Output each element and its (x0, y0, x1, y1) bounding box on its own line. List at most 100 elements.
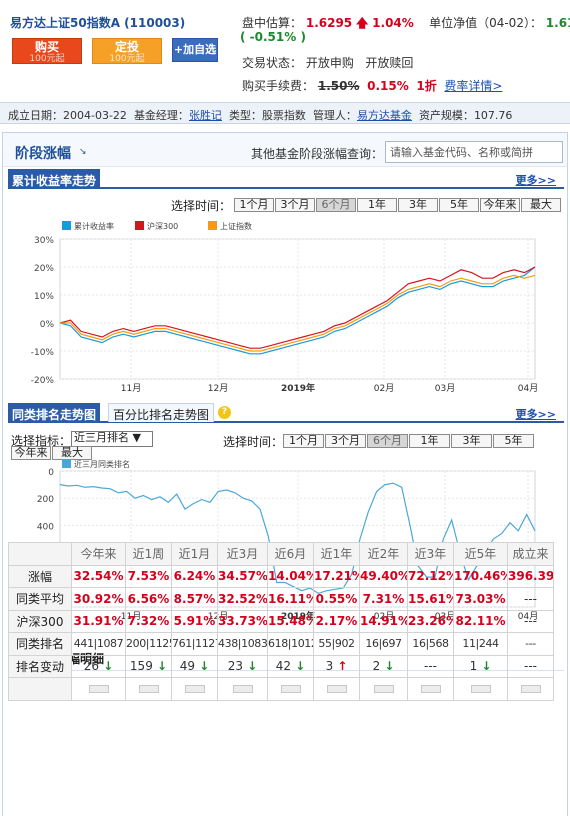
table-row: 涨幅 32.54% 7.53% 6.24% 34.57% 14.04% 17.21% 49.4… (8, 564, 554, 588)
tab-cumulative-return[interactable]: 累计收益率走势 (8, 169, 101, 189)
compare-checkbox[interactable] (470, 685, 491, 694)
cell-value: 15.61% (408, 591, 454, 606)
section-header: 阶段涨幅 ↘ 其他基金阶段涨幅查询： (3, 133, 567, 167)
table-cell: 16.11% (267, 587, 314, 611)
checkbox-cell[interactable] (125, 677, 172, 701)
row-label: 排名变动 (8, 654, 72, 678)
rank-more-link[interactable]: 更多>> (515, 408, 556, 421)
rank-range-1[interactable]: 3个月 (325, 434, 366, 448)
cell-value: 8.57% (173, 591, 216, 606)
cum-range-5[interactable]: 5年 (439, 198, 479, 212)
compare-checkbox[interactable] (184, 685, 205, 694)
legend-label-0: 近三月同类排名 (74, 459, 130, 469)
checkbox-cell[interactable] (217, 677, 268, 701)
compare-checkbox[interactable] (520, 685, 541, 694)
cumulative-return-chart: 30% 20% 10% 0% -10% -20% 11月 12月 2019年 02月 03月 04月 累… (31, 221, 538, 394)
plan-button-label: 定投 (114, 40, 139, 54)
fund-header: 易方达上证50指数A (110003) 购买 100元起 定投 100元起 +加… (0, 0, 570, 98)
series-line-2 (60, 274, 536, 352)
checkbox-cell[interactable] (407, 677, 454, 701)
rank-range-2[interactable]: 6个月 (367, 434, 408, 448)
checkbox-cell[interactable] (507, 677, 554, 701)
tab-percent-rank[interactable]: 百分比排名走势图 (108, 403, 215, 422)
arrow-down-icon: ↓ (195, 659, 210, 674)
cum-range-0[interactable]: 1个月 (234, 198, 274, 212)
cell-value: 42 (275, 659, 292, 674)
company-label: 管理人： (312, 109, 357, 122)
company-link[interactable]: 易方达基金 (356, 109, 412, 122)
table-cell: 49.40% (359, 564, 408, 588)
compare-checkbox[interactable] (373, 685, 394, 694)
cum-range-4[interactable]: 3年 (398, 198, 438, 212)
stage-performance-table: 今年来 近1周 近1月 近3月 近6月 近1年 近2年 近3年 近5年 成立来 涨幅 32.54% 7… (8, 542, 554, 701)
checkbox-cell[interactable] (171, 677, 218, 701)
rank-range-5[interactable]: 5年 (493, 434, 534, 448)
rank-range-label: 选择时间： (223, 435, 284, 449)
table-cell: 49 ↓ (171, 654, 218, 678)
cell-value: --- (524, 591, 537, 606)
arrow-down-icon: ↓ (152, 659, 168, 674)
rank2-range-1[interactable]: 最大 (52, 446, 92, 460)
cell-value: 31.91% (73, 614, 124, 629)
manager-link[interactable]: 张胜记 (188, 109, 222, 122)
buy-button[interactable]: 购买 100元起 (12, 38, 82, 64)
cell-value: 17.21% (314, 569, 360, 584)
rank2-range-0[interactable]: 今年来 (11, 446, 51, 460)
compare-checkbox[interactable] (232, 685, 253, 694)
cell-value: --- (525, 637, 536, 651)
cell-value: 7.53% (127, 569, 170, 584)
checkbox-cell[interactable] (267, 677, 314, 701)
compare-checkbox[interactable] (280, 685, 301, 694)
fee-discount: 0.15% (367, 79, 409, 93)
column-header: 近5年 (453, 542, 508, 566)
cum-range-1[interactable]: 3个月 (275, 198, 315, 212)
checkbox-cell[interactable] (71, 677, 126, 701)
fund-title[interactable]: 易方达上证50指数A (110003) (10, 16, 186, 30)
cum-range-3[interactable]: 1年 (357, 198, 397, 212)
cum-range-6[interactable]: 今年来 (480, 198, 520, 212)
y-tick-label: 400 (37, 522, 54, 532)
cell-value: 170.46% (454, 569, 508, 584)
cell-value: 5.91% (173, 614, 216, 629)
cum-range-label: 选择时间： (171, 199, 232, 213)
plan-investment-button[interactable]: 定投 100元起 (92, 38, 162, 64)
row-label: 涨幅 (8, 564, 72, 588)
table-header-row: 今年来 近1周 近1月 近3月 近6月 近1年 近2年 近3年 近5年 成立来 (8, 542, 554, 566)
compare-checkbox[interactable] (138, 685, 159, 694)
cum-range-7[interactable]: 最大 (521, 198, 561, 212)
compare-checkbox[interactable] (88, 685, 109, 694)
fee-detail-link[interactable]: 费率详情> (444, 79, 503, 93)
y-tick-label: 10% (34, 292, 54, 302)
cell-value: 49.40% (360, 569, 408, 584)
checkbox-cell (8, 677, 72, 701)
section-title: 阶段涨幅 (15, 146, 71, 162)
x-tick-label: 02月 (374, 383, 394, 394)
cell-value: 26 (83, 659, 100, 674)
tab-peer-rank[interactable]: 同类排名走势图 (8, 403, 101, 423)
fund-search-input[interactable] (385, 141, 563, 163)
add-watchlist-button[interactable]: +加自选 (172, 38, 218, 62)
cell-value: 7.31% (362, 591, 405, 606)
table-cell: 3 ↑ (313, 654, 360, 678)
checkbox-cell[interactable] (313, 677, 360, 701)
y-tick-label: 0% (40, 320, 55, 330)
indicator-select[interactable]: 近三月排名 ▼ (71, 431, 153, 447)
trade-status-line: 交易状态： 开放申购 开放赎回 (242, 54, 413, 71)
compare-checkbox[interactable] (326, 685, 347, 694)
rank-range-0[interactable]: 1个月 (283, 434, 324, 448)
checkbox-cell[interactable] (359, 677, 408, 701)
nav-value: 1.6128 (545, 16, 570, 30)
cum-more-link[interactable]: 更多>> (515, 174, 556, 187)
type-label: 类型： (228, 109, 262, 122)
compare-checkbox[interactable] (420, 685, 441, 694)
cum-range-2[interactable]: 6个月 (316, 198, 356, 212)
table-cell: 73.03% (453, 587, 508, 611)
table-cell: --- (507, 654, 554, 678)
checkbox-cell[interactable] (453, 677, 508, 701)
rank-range-4[interactable]: 3年 (451, 434, 492, 448)
cell-value: 14.91% (360, 614, 408, 629)
compare-checkbox-row (8, 677, 554, 701)
help-icon[interactable]: ? (218, 406, 231, 419)
cell-value: 6.56% (127, 591, 170, 606)
rank-range-3[interactable]: 1年 (409, 434, 450, 448)
